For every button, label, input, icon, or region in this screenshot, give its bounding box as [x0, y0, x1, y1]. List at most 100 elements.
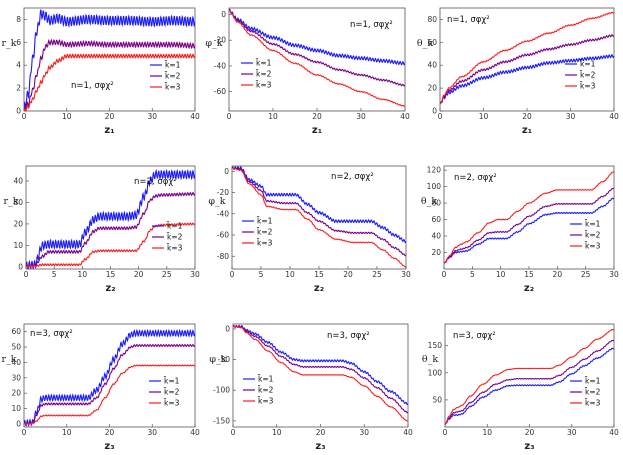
y-tick-label: 50 — [432, 395, 442, 404]
x-tick-label: 30 — [190, 270, 200, 279]
y-tick-label: -40 — [217, 209, 229, 218]
x-axis-label: z₁ — [522, 125, 532, 136]
series-line-1 — [444, 197, 614, 264]
y-axis-label: r_k — [3, 196, 18, 207]
x-tick-label: 5 — [259, 270, 264, 279]
y-axis-label: r_k — [1, 354, 16, 365]
legend-label: k̃=2 — [579, 71, 596, 80]
y-axis-label: r_k — [1, 38, 16, 49]
x-tick-label: 40 — [190, 112, 200, 121]
series-line-3 — [24, 53, 195, 111]
x-tick-label: 30 — [147, 428, 157, 437]
x-tick-label: 10 — [268, 112, 278, 121]
x-tick-label: 30 — [147, 112, 157, 121]
x-tick-label: 40 — [190, 428, 200, 437]
y-axis-label: θ_k — [417, 38, 433, 49]
y-tick-label: -50 — [218, 355, 230, 364]
panel-annotation: n=3, σφχ² — [30, 329, 73, 339]
series-line-1 — [24, 9, 195, 110]
x-tick-label: 0 — [22, 112, 27, 121]
x-tick-label: 0 — [443, 428, 448, 437]
panel-p22: 0 5 10 15 20 25 30 0 -20 -40 -60 -80 φ_k z₂ k̃=1 k̃=2 k̃… — [208, 165, 411, 294]
series-line-2 — [24, 38, 195, 111]
y-tick-label: 20 — [13, 219, 23, 228]
y-tick-label: -60 — [214, 87, 226, 96]
x-axis-label: z₃ — [524, 441, 534, 452]
x-tick-label: 15 — [524, 270, 534, 279]
x-tick-label: 30 — [401, 270, 411, 279]
panel-annotation: n=1, σφχ² — [447, 15, 490, 25]
y-tick-label: -100 — [213, 386, 230, 395]
x-tick-label: 25 — [162, 270, 172, 279]
y-axis-label: φ_k — [205, 38, 222, 49]
x-tick-label: 20 — [522, 112, 532, 121]
y-tick-label: 150 — [428, 341, 443, 350]
legend-label: k̃=2 — [164, 72, 181, 81]
series-line-1 — [233, 324, 408, 406]
x-axis-label: z₁ — [312, 125, 322, 136]
legend-label: k̃=1 — [584, 220, 601, 229]
y-tick-label: -80 — [217, 252, 229, 261]
x-tick-label: 20 — [343, 270, 353, 279]
y-tick-label: 0 — [221, 10, 226, 19]
legend-label: k̃=2 — [257, 386, 274, 395]
y-tick-label: 30 — [13, 198, 23, 207]
y-axis-label: θ_k — [421, 196, 437, 207]
x-axis-label: z₂ — [524, 283, 534, 294]
panel-annotation: n=3, σφχ² — [327, 331, 370, 341]
y-tick-label: 20 — [11, 389, 21, 398]
x-tick-label: 30 — [609, 270, 619, 279]
x-tick-label: 10 — [482, 428, 492, 437]
y-tick-label: 2 — [16, 84, 21, 93]
x-tick-label: 0 — [22, 428, 27, 437]
x-tick-label: 20 — [553, 270, 563, 279]
y-tick-label: 0 — [225, 324, 230, 333]
legend-label: k̃=2 — [584, 231, 601, 240]
series-line-2 — [24, 343, 195, 425]
series-line-2 — [445, 339, 614, 425]
series-line-3 — [24, 364, 195, 425]
panel-p12: 0 10 20 30 40 0 -20 -40 -60 φ_k z₁ k̃=1 k̃=2 k̃=3 n=1,… — [205, 7, 410, 136]
x-tick-label: 5 — [470, 270, 475, 279]
x-tick-label: 20 — [134, 270, 144, 279]
y-tick-label: 60 — [11, 327, 21, 336]
x-tick-label: 10 — [496, 270, 506, 279]
legend-label: k̃=1 — [166, 222, 183, 231]
y-tick-label: 40 — [431, 232, 441, 241]
legend-label: k̃=2 — [255, 70, 272, 79]
y-tick-label: -20 — [214, 36, 226, 45]
x-tick-label: 40 — [609, 112, 619, 121]
series-line-1 — [232, 166, 406, 243]
series-line-2 — [233, 325, 408, 414]
y-tick-label: 80 — [427, 15, 437, 24]
legend-label: k̃=1 — [584, 377, 601, 386]
legend-label: k̃=3 — [255, 81, 272, 90]
panel-p11: 0 10 20 30 40 0 2 4 6 8 r_k z₁ k̃=1 k̃=2 k̃=3 n=1, σφχ² — [1, 7, 200, 136]
legend-label: k̃=3 — [579, 82, 596, 91]
legend-label: k̃=3 — [584, 242, 601, 251]
y-tick-label: 50 — [11, 343, 21, 352]
legend-label: k̃=2 — [584, 388, 601, 397]
y-tick-label: 4 — [16, 61, 21, 70]
y-axis-label: φ_k — [208, 196, 225, 207]
series-line-1 — [229, 8, 405, 66]
series-line-3 — [229, 9, 405, 107]
y-tick-label: 30 — [11, 373, 21, 382]
y-tick-label: 0 — [224, 167, 229, 176]
x-tick-label: 20 — [312, 112, 322, 121]
x-tick-label: 0 — [227, 112, 232, 121]
legend-label: k̃=3 — [256, 239, 273, 248]
y-tick-label: 0 — [16, 107, 21, 116]
x-tick-label: 20 — [525, 428, 535, 437]
y-axis-label: φ_k — [209, 354, 226, 365]
y-tick-label: 60 — [427, 38, 437, 47]
x-tick-label: 15 — [314, 270, 324, 279]
panel-annotation: n=3, σφχ² — [453, 331, 496, 341]
y-tick-label: 8 — [16, 15, 21, 24]
y-tick-label: 120 — [427, 166, 442, 175]
y-tick-label: 60 — [431, 215, 441, 224]
x-tick-label: 0 — [231, 428, 236, 437]
x-tick-label: 25 — [372, 270, 382, 279]
panel-annotation: n=1, σφχ² — [350, 20, 393, 30]
legend-label: k̃=2 — [163, 388, 180, 397]
